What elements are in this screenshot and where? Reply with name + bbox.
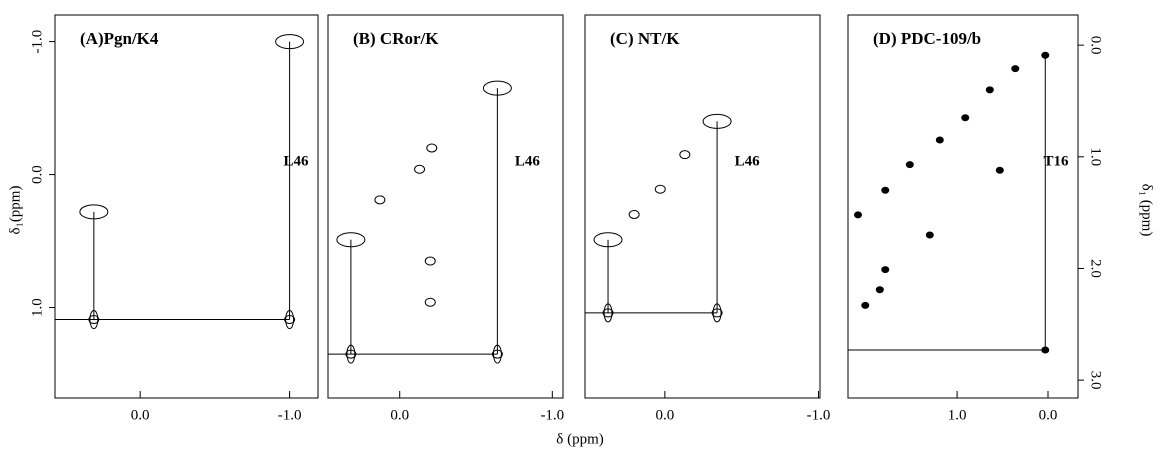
panel-title: (A)Pgn/K4 [80,29,159,48]
peak [374,195,386,205]
peak [275,34,305,50]
peak [482,80,512,96]
x-tick-label: 0.0 [655,407,674,423]
y-tick-label: 1.0 [1088,147,1104,166]
peak [881,266,890,274]
x-tick-label: 0.0 [1039,407,1058,423]
y-tick-label: 2.0 [1088,259,1104,278]
peak [654,184,666,194]
panel-frame [54,14,319,399]
peak [628,209,640,219]
peak [1011,65,1020,73]
peak [602,308,614,318]
peak [1041,346,1050,354]
peak [345,349,357,359]
peak [336,232,366,248]
peak [961,114,970,122]
y-tick-label: 3.0 [1088,371,1104,390]
peak [861,301,870,309]
peak [935,136,944,144]
peak-inner [603,303,613,323]
y-tick-label: 1.0 [29,298,45,317]
panel-frame [584,14,821,399]
peak [424,256,436,266]
panel-frame [847,14,1079,399]
peak-inner [492,344,502,364]
y-tick-label: 0.0 [1088,36,1104,55]
peak-inner [346,344,356,364]
panel-title: (C) NT/K [610,29,680,48]
x-tick-label: -1.0 [540,407,564,423]
peak [881,186,890,194]
panel-title: (B) CRor/K [353,29,439,48]
peak-label: L46 [735,153,761,169]
peak [79,204,109,220]
y-tick-label: 0.0 [29,165,45,184]
peak [854,211,862,219]
y-tick-label: -1.0 [29,30,45,54]
x-tick-label: 1.0 [948,407,967,423]
peak [702,113,732,129]
x-tick-label: -1.0 [807,407,831,423]
peak [1041,51,1050,59]
peak [679,150,691,160]
peak [875,286,884,294]
x-tick-label: 0.0 [131,407,150,423]
peak [424,297,436,307]
peak-label: T16 [1043,153,1069,169]
panel-frame [327,14,564,399]
peak-inner [285,310,295,330]
y-axis-label: δ₁ (ppm) [1139,184,1155,237]
x-tick-label: 0.0 [390,407,409,423]
peak-label: L46 [283,153,309,169]
peak [491,349,503,359]
peak-inner [89,310,99,330]
peak [426,143,438,153]
peak [985,86,994,94]
peak [995,166,1004,174]
peak [414,164,426,174]
x-axis-label: δ (ppm) [556,431,603,447]
peak-label: L46 [515,153,541,169]
peak-inner [712,303,722,323]
peak [284,315,296,325]
peak [905,161,914,169]
peak [593,232,623,248]
x-tick-label: -1.0 [278,407,302,423]
peak [711,308,723,318]
peak [925,231,934,239]
peak [88,315,100,325]
y-axis-label: δ₁(ppm) [7,186,23,235]
panel-title: (D) PDC-109/b [873,29,981,48]
